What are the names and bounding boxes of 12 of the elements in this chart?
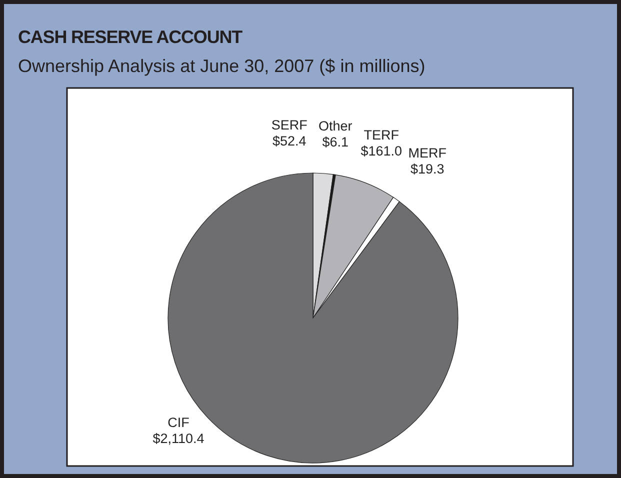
data-label: $2,110.4 (152, 431, 205, 446)
slice-label: SERF (271, 117, 308, 132)
data-label: $19.3 (410, 162, 444, 177)
data-label: $6.1 (322, 134, 349, 150)
data-label: $161.0 (360, 144, 402, 159)
slice-label: CIF (168, 415, 190, 430)
slice-label: MERF (408, 146, 447, 161)
slice-label: Other (318, 118, 353, 134)
chart-title: CASH RESERVE ACCOUNT (18, 27, 243, 47)
data-label: $52.4 (272, 133, 307, 148)
chart-subtitle: Ownership Analysis at June 30, 2007 ($ in millions) (18, 56, 426, 76)
slice-label: TERF (364, 128, 400, 143)
